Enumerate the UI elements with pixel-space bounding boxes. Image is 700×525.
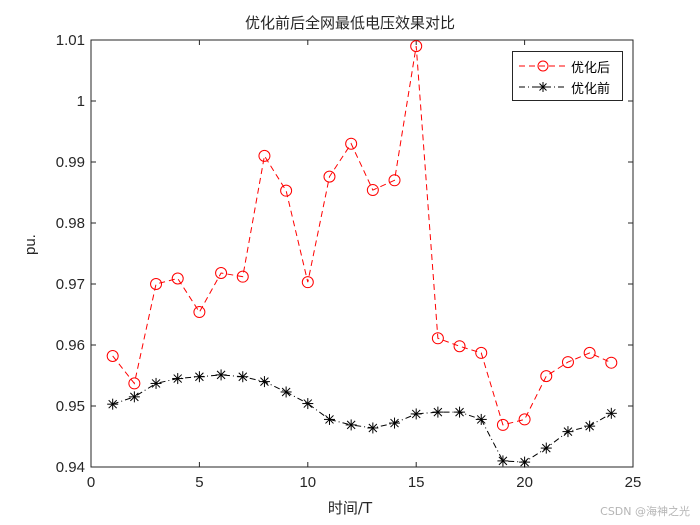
x-tick-label: 10 [299, 474, 316, 491]
data-point [150, 278, 163, 290]
data-point [106, 349, 119, 362]
data-point [410, 40, 423, 53]
data-point [518, 413, 531, 426]
data-point [540, 370, 553, 383]
legend-item-before: 优化前 [513, 77, 622, 97]
data-point [475, 346, 488, 359]
data-point [519, 456, 531, 468]
data-point [605, 407, 617, 419]
data-point [431, 332, 444, 345]
data-point [171, 272, 184, 285]
data-point [128, 391, 140, 403]
data-point [562, 426, 574, 438]
data-point [561, 356, 574, 369]
data-point [302, 398, 314, 410]
series-layer [106, 40, 618, 468]
data-point [345, 137, 358, 150]
black-asterisk-dashdot-line-icon [519, 82, 567, 92]
data-point [172, 373, 184, 385]
data-point [497, 455, 509, 467]
data-point [453, 340, 466, 353]
x-tick-label: 25 [625, 474, 642, 491]
legend: 优化后 优化前 [512, 51, 623, 101]
data-point [193, 306, 206, 319]
data-point [215, 267, 228, 280]
y-axis-label: pu. [22, 234, 39, 255]
y-tick-label: 0.96 [56, 337, 85, 354]
data-point [258, 149, 271, 162]
data-point [128, 377, 141, 390]
data-point [605, 356, 618, 369]
y-tick-label: 1.01 [56, 32, 85, 49]
watermark: CSDN @海神之光 [600, 505, 690, 518]
data-point [258, 376, 270, 388]
y-tick-label: 0.94 [56, 459, 85, 476]
data-point [236, 270, 249, 283]
data-point [150, 377, 162, 389]
data-point [107, 398, 119, 410]
data-point [323, 170, 336, 183]
data-point [280, 386, 292, 398]
data-point [496, 418, 509, 431]
data-point [432, 406, 444, 418]
legend-label-before: 优化前 [571, 82, 611, 97]
series-before [107, 369, 617, 468]
y-tick-label: 0.97 [56, 276, 85, 293]
y-tick-label: 0.98 [56, 215, 85, 232]
data-point [388, 174, 401, 187]
data-point [583, 346, 596, 359]
x-axis-label: 时间/T [327, 499, 373, 517]
data-point [193, 371, 205, 383]
chart-title: 优化前后全网最低电压效果对比 [244, 14, 455, 32]
data-point [389, 417, 401, 429]
plot-area [90, 39, 634, 468]
y-tick-label: 0.95 [56, 398, 85, 415]
x-tick-label: 20 [516, 474, 533, 491]
red-circle-dashed-line-icon [519, 60, 567, 72]
data-point [301, 276, 314, 289]
data-point [584, 420, 596, 432]
data-point [323, 413, 335, 425]
data-point [540, 442, 552, 454]
x-tick-label: 0 [87, 474, 95, 491]
legend-item-after: 优化后 [513, 56, 622, 76]
series-after [106, 40, 618, 431]
y-tick-label: 1 [77, 93, 85, 110]
x-tick-label: 15 [408, 474, 425, 491]
data-point [215, 369, 227, 381]
data-point [237, 371, 249, 383]
legend-label-after: 优化后 [571, 61, 611, 76]
data-point [345, 419, 357, 431]
data-point [366, 184, 379, 197]
data-point [454, 406, 466, 418]
data-point [280, 184, 293, 197]
x-tick-label: 5 [195, 474, 203, 491]
axis-ticks: 0 5 10 15 20 25 0.94 0.95 0.96 0.97 0.98 0.99 1 1.01 [56, 32, 642, 491]
data-point [475, 413, 487, 425]
data-point [367, 422, 379, 434]
y-tick-label: 0.99 [56, 154, 85, 171]
data-point [410, 408, 422, 420]
